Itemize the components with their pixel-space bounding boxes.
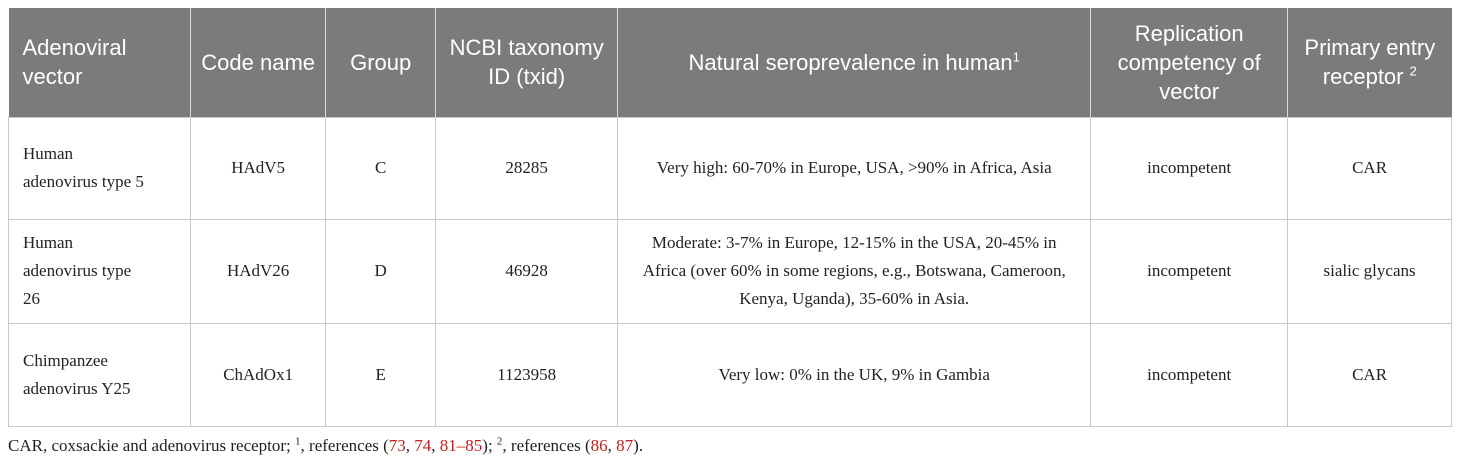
header-group: Group xyxy=(325,8,436,117)
cell-code-name: HAdV5 xyxy=(190,116,327,220)
footnote-text: ); xyxy=(482,436,497,455)
footnote-separator: , xyxy=(607,436,617,455)
table-row: Human adenovirus type 26 HAdV26 D 46928 … xyxy=(7,218,1452,324)
footnote-text: ). xyxy=(633,436,644,455)
table-row: Chimpanzee adenovirus Y25 ChAdOx1 E 1123… xyxy=(7,322,1452,427)
header-group-label: Group xyxy=(350,49,412,75)
cell-replication: incompetent xyxy=(1090,322,1289,427)
cell-seroprevalence: Very high: 60-70% in Europe, USA, >90% i… xyxy=(617,116,1092,220)
reference-link-73[interactable]: 73 xyxy=(388,436,406,455)
footnote-separator: , xyxy=(405,436,415,455)
adenoviral-vector-table: Adenoviral vector Code name Group NCBI t… xyxy=(7,8,1452,427)
cell-vector: Human adenovirus type 5 xyxy=(7,116,192,220)
header-taxonomy-id-label: NCBI taxonomy ID (txid) xyxy=(449,35,604,90)
table-footnote: CAR, coxsackie and adenovirus receptor; … xyxy=(8,434,643,458)
cell-receptor: CAR xyxy=(1287,116,1452,220)
header-replication: Replication competency of vector xyxy=(1090,8,1288,117)
footnote-mark-1: 1 xyxy=(295,435,301,448)
footnote-text: , references ( xyxy=(300,436,389,455)
cell-taxonomy-id: 28285 xyxy=(435,116,619,220)
header-replication-label: Replication competency of vector xyxy=(1117,20,1261,104)
reference-link-74[interactable]: 74 xyxy=(414,436,432,455)
footnote-mark-2: 2 xyxy=(496,435,503,448)
table-row: Human adenovirus type 5 HAdV5 C 28285 Ve… xyxy=(7,116,1452,220)
header-seroprevalence: Natural seroprevalence in human1 xyxy=(617,8,1091,117)
cell-group: D xyxy=(325,218,437,324)
reference-link-87[interactable]: 87 xyxy=(616,436,634,455)
cell-taxonomy-id: 46928 xyxy=(435,218,619,324)
footnote-abbreviation: CAR, coxsackie and adenovirus receptor; xyxy=(8,436,296,455)
cell-seroprevalence: Very low: 0% in the UK, 9% in Gambia xyxy=(617,322,1092,427)
header-receptor-label: Primary entry receptor xyxy=(1304,35,1436,90)
header-vector-label: Adenoviral vector xyxy=(22,35,127,90)
reference-link-81-85[interactable]: 81–85 xyxy=(439,436,483,455)
header-code-name-label: Code name xyxy=(201,49,316,75)
cell-seroprevalence: Moderate: 3-7% in Europe, 12-15% in the … xyxy=(617,218,1092,324)
cell-code-name: ChAdOx1 xyxy=(190,322,327,427)
reference-link-86[interactable]: 86 xyxy=(590,436,608,455)
footnote-text: , references ( xyxy=(502,436,591,455)
header-receptor-footnote-mark: 2 xyxy=(1409,63,1417,79)
cell-group: E xyxy=(325,322,437,427)
cell-vector: Human adenovirus type 26 xyxy=(7,218,192,324)
footnote-separator: , xyxy=(431,436,440,455)
header-seroprevalence-footnote-mark: 1 xyxy=(1012,49,1020,65)
cell-code-name: HAdV26 xyxy=(190,218,327,324)
header-row: Adenoviral vector Code name Group NCBI t… xyxy=(8,8,1452,117)
table-body: Human adenovirus type 5 HAdV5 C 28285 Ve… xyxy=(7,116,1452,427)
header-taxonomy-id: NCBI taxonomy ID (txid) xyxy=(435,8,618,117)
cell-vector: Chimpanzee adenovirus Y25 xyxy=(7,322,192,427)
cell-replication: incompetent xyxy=(1090,116,1289,220)
cell-replication: incompetent xyxy=(1090,218,1289,324)
adenoviral-vector-table-container: Adenoviral vector Code name Group NCBI t… xyxy=(7,8,1452,427)
cell-receptor: sialic glycans xyxy=(1287,218,1452,324)
header-vector: Adenoviral vector xyxy=(8,8,191,117)
cell-group: C xyxy=(325,116,437,220)
cell-taxonomy-id: 1123958 xyxy=(435,322,619,427)
cell-receptor: CAR xyxy=(1287,322,1452,427)
header-receptor: Primary entry receptor 2 xyxy=(1287,8,1452,117)
table-header: Adenoviral vector Code name Group NCBI t… xyxy=(8,8,1452,117)
header-seroprevalence-label: Natural seroprevalence in human xyxy=(688,49,1013,75)
header-code-name: Code name xyxy=(190,8,326,117)
